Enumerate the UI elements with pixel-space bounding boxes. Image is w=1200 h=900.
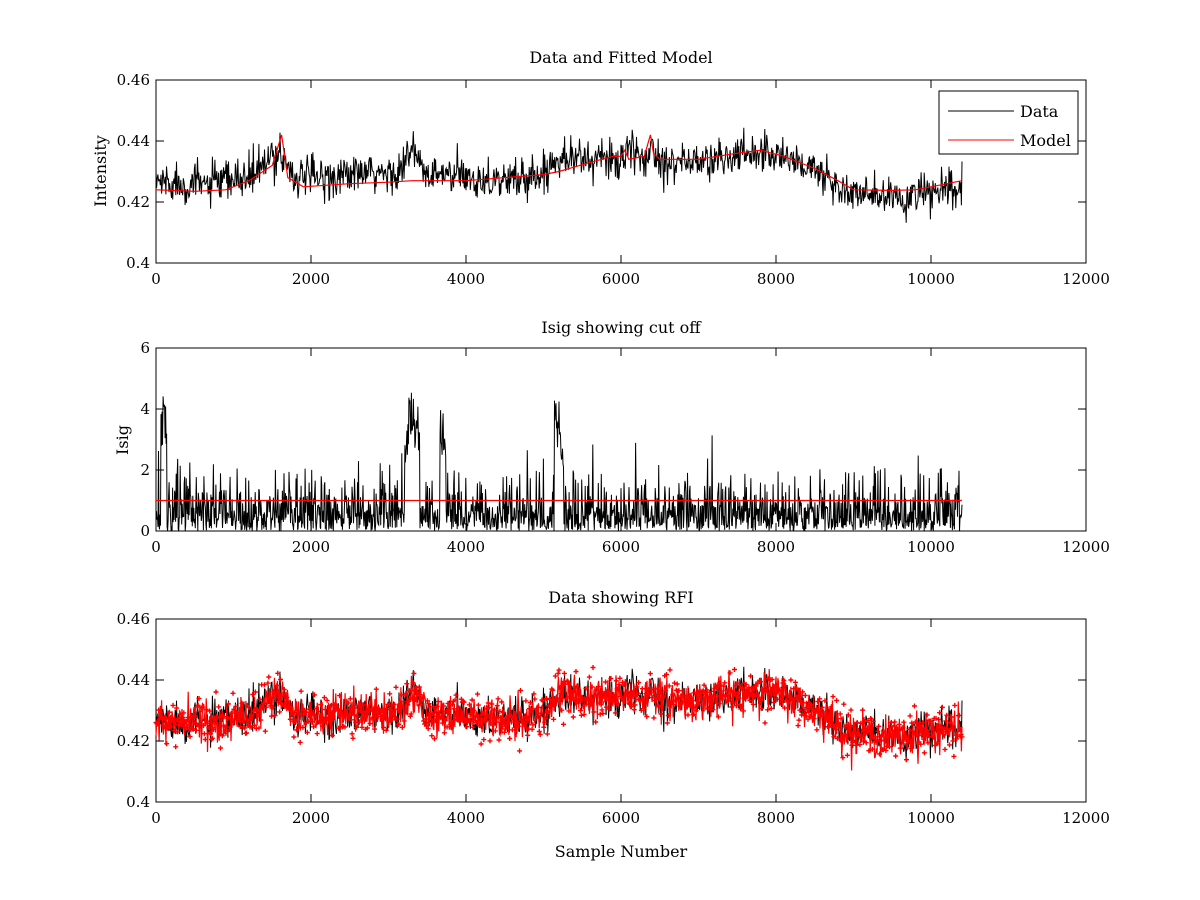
- legend-label-data: Data: [1020, 102, 1059, 121]
- y-tick-label: 0.46: [117, 71, 150, 89]
- y-tick-label: 0: [140, 522, 150, 540]
- x-tick-label: 8000: [757, 538, 795, 556]
- x-tick-label: 6000: [602, 270, 640, 288]
- x-tick-label: 0: [151, 270, 161, 288]
- legend-label-model: Model: [1020, 131, 1071, 150]
- panel-1-ylabel: Isig: [113, 425, 132, 455]
- panel-0-title: Data and Fitted Model: [529, 48, 712, 67]
- x-tick-label: 10000: [907, 809, 955, 827]
- panel-2-plot-area: [153, 665, 965, 771]
- x-tick-label: 8000: [757, 270, 795, 288]
- y-tick-label: 2: [140, 461, 150, 479]
- y-tick-label: 0.44: [117, 671, 150, 689]
- y-tick-label: 0.42: [117, 732, 150, 750]
- x-tick-label: 4000: [447, 809, 485, 827]
- panel-1-plot-area: [155, 392, 963, 532]
- x-tick-label: 4000: [447, 270, 485, 288]
- x-tick-label: 12000: [1062, 270, 1110, 288]
- x-tick-label: 2000: [292, 270, 330, 288]
- y-tick-label: 6: [140, 339, 150, 357]
- panel-2-xlabel: Sample Number: [555, 842, 688, 861]
- x-tick-label: 2000: [292, 538, 330, 556]
- y-tick-label: 4: [140, 400, 150, 418]
- series-isig-line: [155, 392, 963, 532]
- x-tick-label: 2000: [292, 809, 330, 827]
- legend: Data Model: [938, 90, 1079, 155]
- x-tick-label: 8000: [757, 809, 795, 827]
- y-tick-label: 0.4: [126, 793, 150, 811]
- x-tick-label: 12000: [1062, 809, 1110, 827]
- panel-data-and-model: 0 2000 4000 6000 8000 10000 12000 0.4 0.42 0.44 0.…: [91, 48, 1110, 288]
- panel-1-title: Isig showing cut off: [541, 318, 702, 337]
- series-model-line: [155, 134, 963, 192]
- panel-1-ticks: 0 2000 4000 6000 8000 10000 12000 0 2 4 6: [140, 339, 1109, 556]
- series-data-line: [155, 127, 963, 223]
- panel-0-ylabel: Intensity: [91, 135, 110, 207]
- y-tick-label: 0.44: [117, 132, 150, 150]
- y-tick-label: 0.4: [126, 254, 150, 272]
- x-tick-label: 0: [151, 809, 161, 827]
- legend-box: [938, 90, 1079, 155]
- x-tick-label: 12000: [1062, 538, 1110, 556]
- x-tick-label: 6000: [602, 538, 640, 556]
- y-tick-label: 0.42: [117, 193, 150, 211]
- x-tick-label: 4000: [447, 538, 485, 556]
- x-tick-label: 10000: [907, 538, 955, 556]
- panel-isig: 0 2000 4000 6000 8000 10000 12000 0 2 4 6 Isig sho…: [113, 318, 1110, 556]
- rfi-markers: [153, 665, 965, 763]
- x-tick-label: 0: [151, 538, 161, 556]
- panel-rfi: 0 2000 4000 6000 8000 10000 12000 0.4 0.42 0.44 0.…: [117, 588, 1110, 861]
- panel-0-ticks: 0 2000 4000 6000 8000 10000 12000 0.4 0.42 0.44 0.…: [117, 71, 1110, 288]
- panel-0-plot-area: [155, 127, 963, 223]
- y-tick-label: 0.46: [117, 610, 150, 628]
- x-tick-label: 10000: [907, 270, 955, 288]
- panel-2-title: Data showing RFI: [548, 588, 693, 607]
- panel-2-ticks: 0 2000 4000 6000 8000 10000 12000 0.4 0.42 0.44 0.…: [117, 610, 1110, 827]
- x-tick-label: 6000: [602, 809, 640, 827]
